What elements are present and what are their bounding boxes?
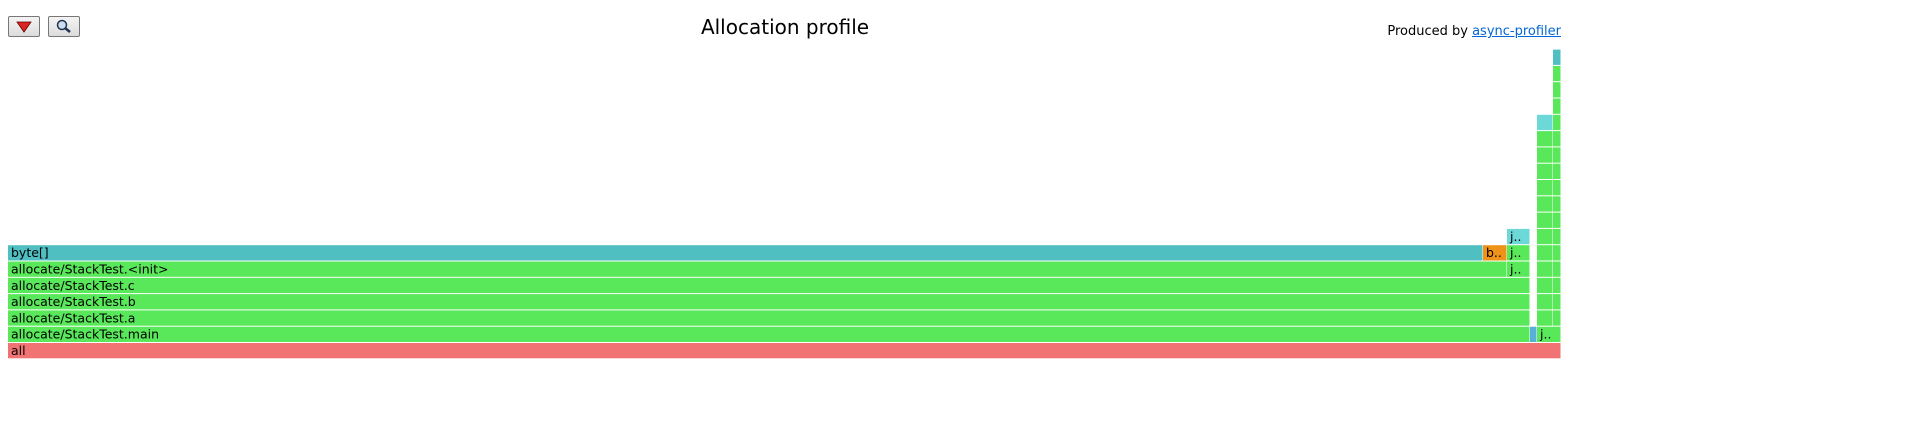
frame[interactable] <box>1553 147 1561 163</box>
frame[interactable] <box>1537 180 1553 196</box>
reverse-button[interactable] <box>8 16 40 37</box>
credit: Produced by async-profiler <box>1387 24 1561 39</box>
frame[interactable] <box>1537 114 1553 131</box>
frame[interactable] <box>1553 114 1561 131</box>
frame[interactable] <box>1537 212 1553 228</box>
frame-label: b.. <box>1486 245 1502 260</box>
frame-label: allocate/StackTest.main <box>11 327 159 342</box>
frame[interactable] <box>1537 228 1553 245</box>
frame[interactable] <box>1553 163 1561 179</box>
frame[interactable] <box>1507 228 1530 245</box>
frame[interactable] <box>1553 245 1561 261</box>
frame[interactable] <box>1553 49 1561 65</box>
frame[interactable] <box>1537 294 1553 310</box>
frame[interactable] <box>1537 163 1553 179</box>
frame[interactable] <box>1553 294 1561 310</box>
frame-label: j.. <box>1509 229 1521 244</box>
frame[interactable] <box>1537 261 1553 277</box>
icon <box>56 19 71 33</box>
frame-label: allocate/StackTest.<init> <box>11 262 169 277</box>
frame[interactable] <box>1553 98 1561 114</box>
frame-label: all <box>11 343 26 358</box>
frame[interactable] <box>1537 147 1553 163</box>
frame[interactable] <box>1537 131 1553 147</box>
frame[interactable] <box>1530 326 1537 342</box>
frame[interactable] <box>8 261 1507 277</box>
search-button[interactable] <box>48 16 80 37</box>
frame[interactable] <box>1507 245 1530 261</box>
frame[interactable] <box>8 277 1530 294</box>
frame[interactable] <box>8 245 1483 261</box>
frame[interactable] <box>1537 245 1553 261</box>
frame[interactable] <box>8 326 1530 342</box>
frame-label: j.. <box>1509 262 1521 277</box>
frame-label: allocate/StackTest.b <box>11 294 136 309</box>
frame-label: j.. <box>1509 245 1521 260</box>
frame[interactable] <box>1553 228 1561 245</box>
frame[interactable] <box>1553 310 1561 326</box>
frame[interactable] <box>1537 326 1561 342</box>
frame[interactable] <box>1553 65 1561 82</box>
frame[interactable] <box>8 294 1530 310</box>
frame[interactable] <box>1537 277 1553 294</box>
title: Allocation profile <box>700 15 870 39</box>
frame[interactable] <box>1553 180 1561 196</box>
frame[interactable] <box>1537 196 1553 212</box>
credit-text: Produced by <box>1387 24 1468 39</box>
frame[interactable] <box>1507 261 1530 277</box>
frame[interactable] <box>8 343 1561 359</box>
frame[interactable] <box>1553 131 1561 147</box>
frame[interactable] <box>1553 261 1561 277</box>
frame[interactable] <box>1553 82 1561 98</box>
frame[interactable] <box>1537 310 1553 326</box>
frame-label: allocate/StackTest.a <box>11 310 135 325</box>
frame[interactable] <box>1553 212 1561 228</box>
frame[interactable] <box>1553 277 1561 294</box>
frame-label: j.. <box>1539 327 1551 342</box>
frame-label: byte[] <box>11 245 49 260</box>
frame[interactable] <box>8 310 1530 326</box>
frame-label: allocate/StackTest.c <box>11 278 135 293</box>
frame[interactable] <box>1483 245 1507 261</box>
frame[interactable] <box>1553 196 1561 212</box>
icon <box>16 21 32 33</box>
credit-link[interactable]: async-profiler <box>1472 24 1561 39</box>
